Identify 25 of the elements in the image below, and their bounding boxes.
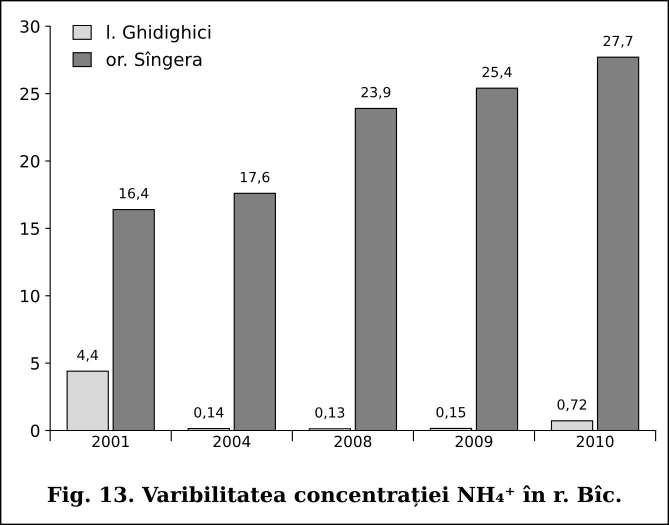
text: Fig. 13. Varibilitatea concentrației NH₄⁺ în r. Bîc. (48, 485, 620, 507)
data-label: 23,9 (361, 86, 390, 99)
data-label: 16,4 (120, 188, 148, 200)
data-label: 0,72 (558, 399, 586, 412)
y-tick-label: 0 (30, 424, 40, 438)
legend-label: or. Sîngera (106, 51, 202, 70)
y-tick-label: 10 (21, 290, 40, 302)
legend-label: l. Ghidighici (107, 24, 210, 42)
x-tick-label: 2004 (213, 436, 250, 448)
y-tick-label: 15 (21, 222, 39, 235)
x-tick-label: 2010 (576, 436, 614, 448)
y-tick-label: 20 (20, 154, 40, 168)
data-label: 4,4 (77, 350, 98, 362)
data-label: 27,7 (604, 36, 632, 48)
data-label: 0,15 (436, 406, 466, 419)
data-label: 25,4 (482, 66, 512, 79)
x-tick-label: 2009 (456, 436, 492, 448)
y-tick-label: 30 (20, 20, 40, 33)
x-tick-label: 2001 (92, 436, 129, 448)
y-tick-label: 5 (31, 357, 39, 370)
x-tick-label: 2008 (334, 436, 372, 448)
y-tick-label: 25 (20, 88, 39, 100)
data-label: 0,14 (194, 407, 224, 420)
data-label: 0,13 (315, 407, 344, 420)
data-label: 17,6 (240, 172, 270, 184)
